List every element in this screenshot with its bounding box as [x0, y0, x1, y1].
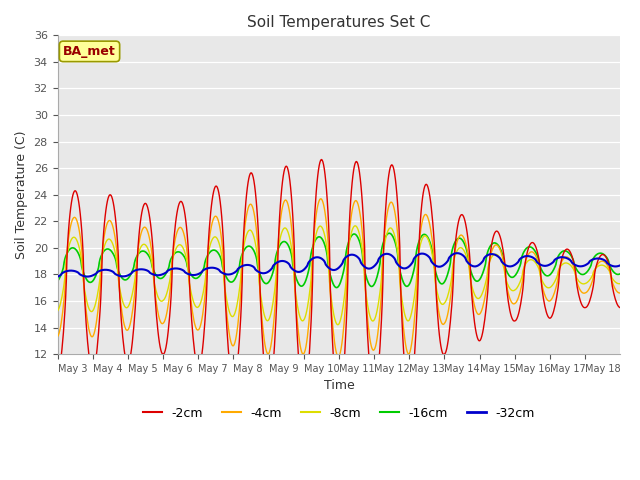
Text: BA_met: BA_met [63, 45, 116, 58]
X-axis label: Time: Time [324, 379, 355, 392]
Legend: -2cm, -4cm, -8cm, -16cm, -32cm: -2cm, -4cm, -8cm, -16cm, -32cm [138, 402, 540, 425]
Title: Soil Temperatures Set C: Soil Temperatures Set C [247, 15, 431, 30]
Y-axis label: Soil Temperature (C): Soil Temperature (C) [15, 131, 28, 259]
